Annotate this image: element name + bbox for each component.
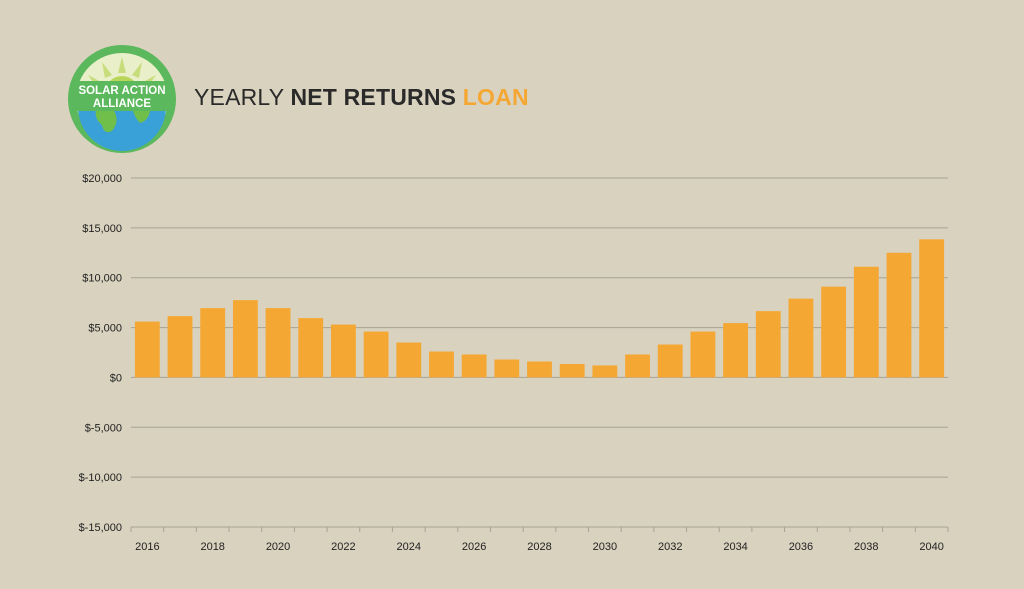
y-tick-label: $5,000 (88, 323, 122, 335)
y-tick-label: $20,000 (82, 173, 122, 185)
y-axis-tick-labels: $20,000 $15,000 $10,000 $5,000 $0 $-5,000 $-10… (79, 173, 122, 534)
bars (134, 239, 945, 378)
x-tick-label: 2024 (397, 541, 421, 553)
bar-2029 (559, 363, 585, 378)
bar-2030 (592, 365, 618, 378)
bar-2037 (821, 286, 847, 378)
x-axis-tick-labels: 2016 2018 2020 2022 2024 2026 2028 2030 2032 2034… (135, 541, 944, 553)
y-tick-label: $-10,000 (79, 472, 122, 484)
title-part-loan: LOAN (462, 84, 529, 110)
bar-2022 (331, 324, 356, 378)
y-tick-label: $10,000 (82, 273, 122, 285)
x-tick-label: 2020 (266, 541, 290, 553)
bar-2040 (919, 239, 945, 378)
bar-2027 (494, 359, 520, 378)
bar-2034 (723, 323, 748, 378)
x-tick-label: 2028 (527, 541, 551, 553)
bar-2017 (167, 316, 193, 378)
x-tick-label: 2018 (200, 541, 224, 553)
bar-2019 (232, 300, 258, 378)
bar-2016 (134, 321, 160, 378)
logo-text-line2: ALLIANCE (93, 98, 151, 110)
x-tick-label: 2034 (723, 541, 747, 553)
bar-2023 (363, 331, 389, 378)
bar-2038 (853, 266, 879, 378)
bar-2028 (527, 361, 552, 378)
y-tick-label: $-5,000 (85, 422, 122, 434)
x-tick-label: 2016 (135, 541, 159, 553)
bar-2024 (396, 342, 422, 378)
bar-2031 (625, 354, 650, 378)
y-tick-label: $-15,000 (79, 522, 122, 534)
bar-2036 (788, 298, 814, 378)
bar-2039 (886, 252, 912, 378)
chart-title: YEARLY NET RETURNS LOAN (194, 84, 529, 111)
title-part-yearly: YEARLY (194, 84, 284, 110)
y-tick-label: $0 (110, 372, 122, 384)
bar-2021 (298, 318, 324, 378)
x-tick-label: 2022 (331, 541, 355, 553)
bar-2026 (461, 354, 487, 378)
x-tick-label: 2032 (658, 541, 682, 553)
x-tick-label: 2026 (462, 541, 486, 553)
bar-2032 (657, 344, 683, 378)
x-tick-label: 2038 (854, 541, 878, 553)
bar-2025 (429, 351, 454, 378)
bar-2020 (265, 308, 291, 378)
y-tick-label: $15,000 (82, 223, 122, 235)
x-tick-label: 2040 (919, 541, 943, 553)
x-tick-label: 2036 (789, 541, 813, 553)
bar-2033 (690, 331, 716, 378)
bar-2035 (755, 311, 781, 378)
title-part-net-returns: NET RETURNS (290, 84, 457, 110)
bar-2018 (200, 308, 226, 378)
solar-action-alliance-logo: SOLAR ACTION ALLIANCE (68, 45, 176, 153)
logo-text-line1: SOLAR ACTION (78, 85, 165, 97)
x-tick-label: 2030 (593, 541, 617, 553)
